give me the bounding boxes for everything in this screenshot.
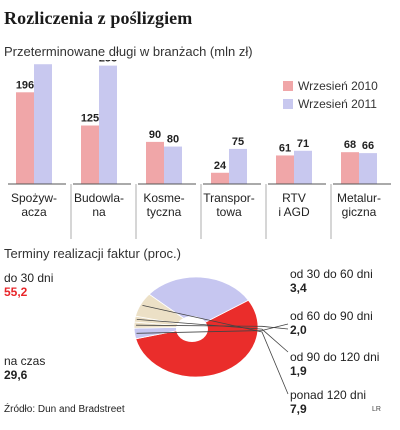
bar-label-4-1: 71 <box>297 138 309 150</box>
bar-label-5-0: 68 <box>344 139 356 151</box>
page-title: Rozliczenia z poślizgiem <box>4 8 193 28</box>
bar-4-1 <box>294 150 312 184</box>
category-label-1: Budowla-na <box>74 191 124 219</box>
pie-value-90-120: 1,9 <box>290 364 307 378</box>
bar-label-0-0: 196 <box>16 79 34 91</box>
pie-slice-5 <box>148 276 249 328</box>
legend-swatch-0 <box>283 81 293 91</box>
bar-4-0 <box>276 155 294 184</box>
pie-chart <box>133 276 289 395</box>
leader-line-1 <box>136 323 289 334</box>
pie-label-60-90: od 60 do 90 dni <box>290 309 373 323</box>
pie-value-ponad-120: 7,9 <box>290 402 307 416</box>
category-label-0: Spożyw-acza <box>11 191 57 219</box>
bar-0-0 <box>16 92 34 184</box>
bar-0-1 <box>34 64 52 184</box>
leader-line-4 <box>142 304 289 395</box>
pie-label-90-120: od 90 do 120 dni <box>290 350 380 364</box>
pie-hole <box>176 316 208 342</box>
bar-1-1 <box>99 65 117 184</box>
pie-label-30-60: od 30 do 60 dni <box>290 267 373 281</box>
pie-value-do-30: 55,2 <box>4 285 28 299</box>
bar-3-0 <box>211 172 229 184</box>
bar-label-3-0: 24 <box>214 160 227 172</box>
legend-label-0: Wrzesień 2010 <box>298 79 378 93</box>
bar-2-0 <box>146 141 164 184</box>
bar-2-1 <box>164 146 182 184</box>
bar-label-2-1: 80 <box>167 134 179 146</box>
pie-value-60-90: 2,0 <box>290 323 307 337</box>
pie-value-na-czas: 29,6 <box>4 368 28 382</box>
legend-swatch-1 <box>283 99 293 109</box>
leader-line-3 <box>136 318 289 353</box>
pie-label-na-czas: na czas <box>4 354 46 368</box>
bar-label-3-1: 75 <box>232 136 244 148</box>
bar-label-2-0: 90 <box>149 129 161 141</box>
bar-3-1 <box>229 148 247 184</box>
pie-label-do-30: do 30 dni <box>4 271 54 285</box>
bar-label-4-0: 61 <box>279 142 291 154</box>
category-label-3: Transpor-towa <box>203 191 255 219</box>
bar-chart: Wrzesień 2010 Wrzesień 2011 196 256 Spożyw-a… <box>8 60 391 239</box>
category-label-2: Kosme-tyczna <box>143 191 184 219</box>
bar-label-1-0: 125 <box>81 113 99 125</box>
pie-label-ponad-120: ponad 120 dni <box>290 388 367 402</box>
bar-label-5-1: 66 <box>362 140 374 152</box>
legend-label-1: Wrzesień 2011 <box>298 97 377 111</box>
category-label-5: Metalur-giczna <box>337 191 381 219</box>
bar-chart-title: Przeterminowane długi w branżach (mln zł… <box>4 44 253 59</box>
bar-label-0-1: 256 <box>34 60 52 63</box>
pie-chart-title: Terminy realizacji faktur (proc.) <box>4 246 181 261</box>
source-note: Źródło: Dun and Bradstreet <box>4 404 125 415</box>
bar-5-1 <box>359 153 377 184</box>
leader-line-2 <box>136 324 289 330</box>
bar-5-0 <box>341 152 359 184</box>
bar-label-1-1: 253 <box>99 60 117 65</box>
pie-value-30-60: 3,4 <box>290 281 307 295</box>
category-label-4: RTV i AGD <box>278 191 310 219</box>
bar-1-0 <box>81 125 99 184</box>
credit-mark: LR <box>372 406 381 413</box>
